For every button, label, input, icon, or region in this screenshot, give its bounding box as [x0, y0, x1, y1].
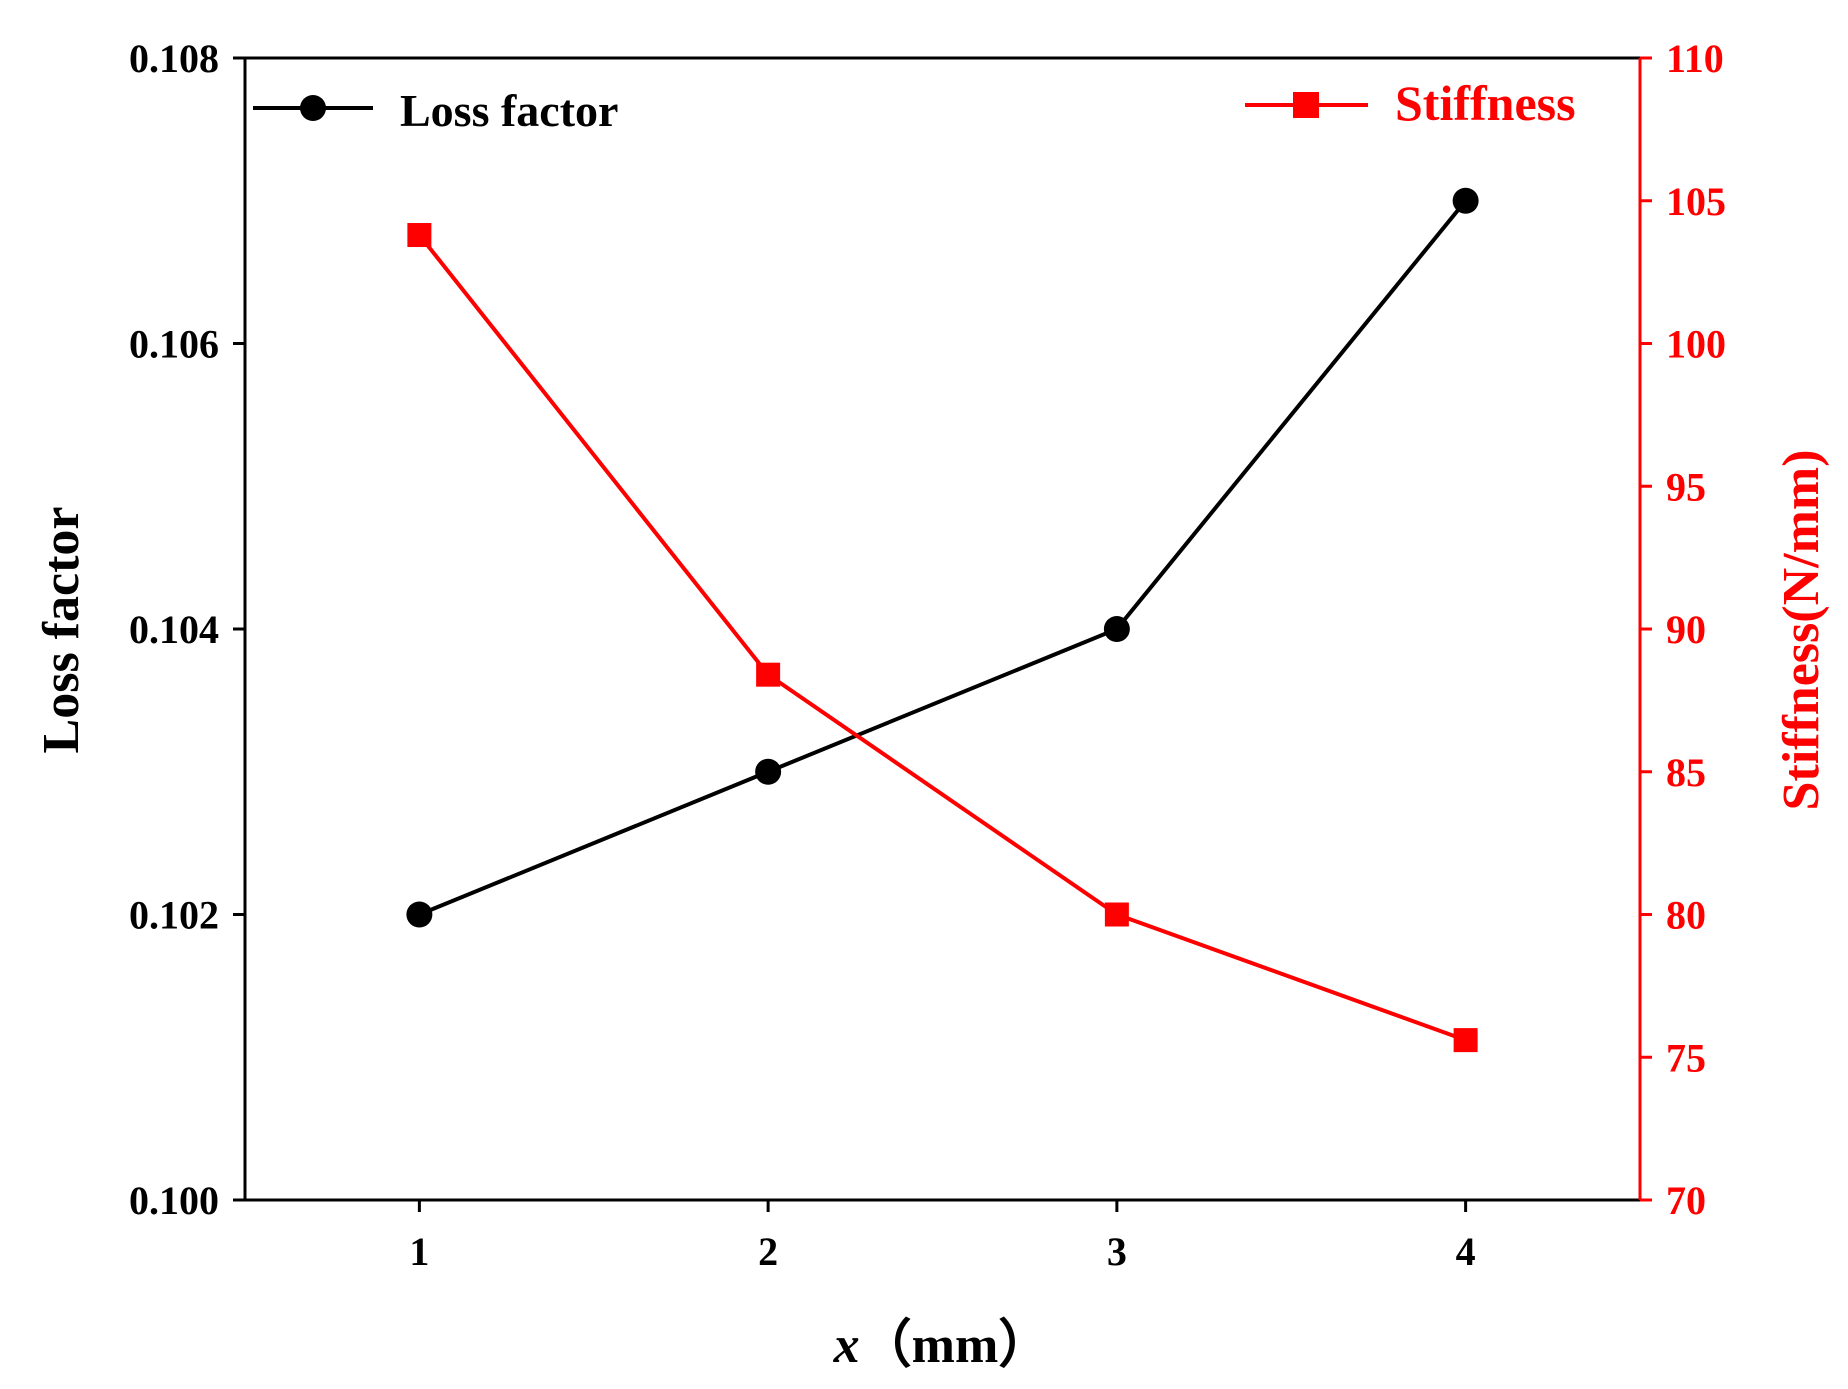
x-axis-title: x（mm） [833, 1316, 1051, 1374]
legend-stiffness-marker [1293, 92, 1319, 118]
right-y-axis-title: Stiffness(N/mm) [1773, 449, 1830, 810]
legend-loss-factor: Loss factor [253, 85, 618, 136]
stiffness-point-1 [407, 223, 432, 248]
right-y-tick-label: 90 [1666, 607, 1706, 652]
right-y-tick-label: 80 [1666, 893, 1706, 938]
left-y-tick-label: 0.100 [129, 1178, 219, 1223]
left-y-tick-label: 0.104 [129, 607, 219, 652]
legend-stiffness-label: Stiffness [1395, 75, 1576, 131]
right-y-tick-label: 85 [1666, 750, 1706, 795]
x-axis-ticks: 1 2 3 4 [409, 1200, 1476, 1274]
right-y-tick-label: 70 [1666, 1178, 1706, 1223]
series-loss-factor [406, 187, 1479, 928]
right-y-tick-label: 110 [1666, 36, 1724, 81]
x-axis-var: x [833, 1317, 860, 1374]
right-y-tick-label: 100 [1666, 322, 1726, 367]
stiffness-point-4 [1453, 1028, 1478, 1053]
series-stiffness [407, 223, 1478, 1053]
right-y-tick-label: 105 [1666, 179, 1726, 224]
left-y-tick-label: 0.102 [129, 893, 219, 938]
left-y-tick-label: 0.108 [129, 36, 219, 81]
x-tick-label: 1 [409, 1229, 429, 1274]
x-tick-label: 2 [758, 1229, 778, 1274]
right-y-tick-label: 95 [1666, 464, 1706, 509]
stiffness-line [417, 233, 1467, 1043]
loss-factor-line [418, 199, 1468, 917]
right-y-tick-label: 75 [1666, 1035, 1706, 1080]
legend-loss-factor-label: Loss factor [400, 85, 618, 136]
x-axis-unit: （mm） [860, 1316, 1051, 1374]
loss-factor-point-3 [1103, 616, 1130, 642]
left-y-axis-title: Loss factor [33, 507, 90, 754]
loss-factor-point-1 [406, 901, 433, 928]
loss-factor-point-2 [755, 758, 782, 785]
x-tick-label: 3 [1107, 1229, 1127, 1274]
stiffness-point-3 [1104, 902, 1129, 927]
left-y-axis-ticks: 0.100 0.102 0.104 0.106 0.108 [129, 36, 245, 1223]
loss-factor-point-4 [1452, 187, 1479, 214]
right-y-axis-ticks: 70 75 80 85 90 95 100 105 110 [1640, 36, 1726, 1223]
legend-stiffness: Stiffness [1245, 75, 1576, 131]
x-tick-label: 4 [1456, 1229, 1476, 1274]
legend-loss-factor-marker [300, 95, 326, 121]
left-y-tick-label: 0.106 [129, 322, 219, 367]
stiffness-point-2 [756, 662, 781, 687]
